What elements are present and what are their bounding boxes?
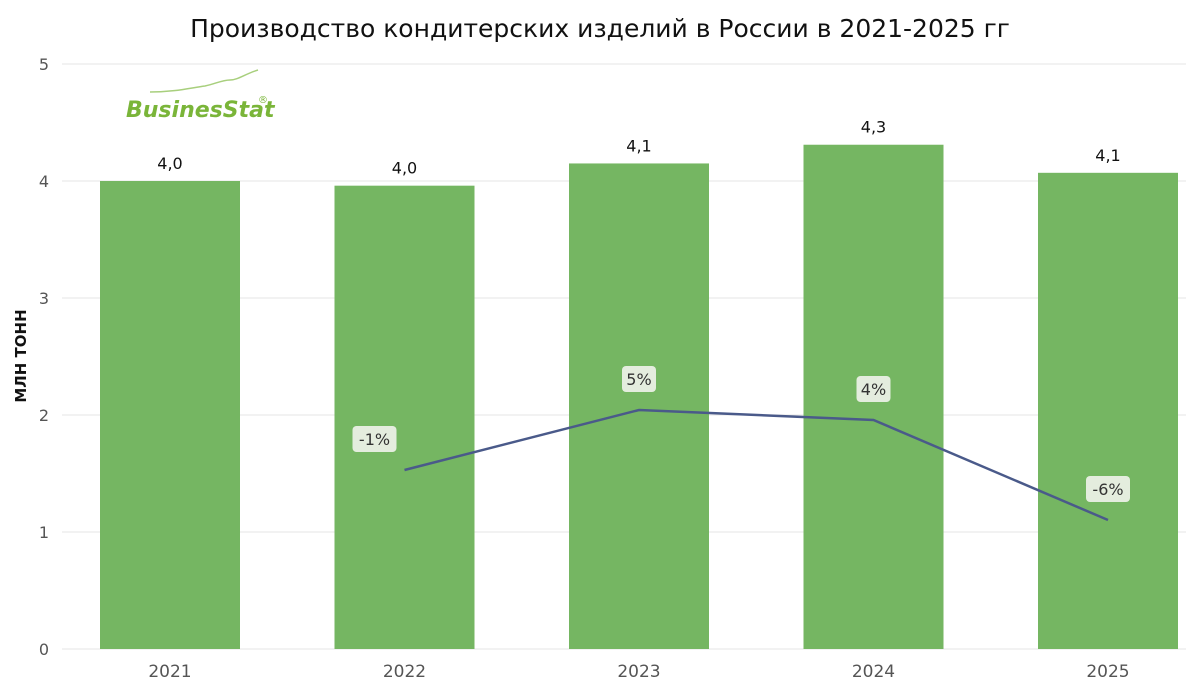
y-tick-label: 4: [39, 172, 49, 191]
x-tick-label: 2021: [148, 662, 191, 682]
y-tick-label: 3: [39, 289, 49, 308]
x-tick-label: 2022: [383, 662, 426, 682]
bars: [100, 144, 1178, 650]
growth-series: -1% 5% 4% -6%: [352, 366, 1130, 522]
y-tick-label: 1: [39, 523, 49, 542]
growth-label: 4%: [861, 380, 886, 399]
growth-label-box: [622, 366, 656, 392]
bar-value-label: 4,3: [861, 118, 886, 137]
bar-value-label: 4,1: [1095, 146, 1120, 165]
businesstat-logo: BusinesStat ®: [126, 69, 276, 123]
logo-text: BusinesStat: [126, 98, 276, 123]
y-axis-ticks: 0 1 2 3 4 5: [39, 55, 49, 659]
bar: [569, 163, 709, 649]
bar-value-label: 4,1: [626, 136, 651, 155]
growth-label-box: [1086, 476, 1130, 502]
x-tick-label: 2024: [852, 662, 895, 682]
growth-label-box: [856, 376, 891, 402]
growth-label-box: [352, 426, 397, 452]
x-tick-label: 2025: [1086, 662, 1129, 682]
bar-value-label: 4,0: [392, 159, 417, 178]
growth-label: -1%: [359, 430, 390, 449]
bar: [334, 185, 475, 649]
bar: [1038, 172, 1178, 649]
y-tick-label: 2: [39, 406, 49, 425]
logo-registered-mark: ®: [258, 95, 268, 106]
growth-line: [404, 408, 1109, 522]
x-axis-ticks: 2021 2022 2023 2024 2025: [148, 662, 1129, 682]
growth-label: 5%: [626, 370, 651, 389]
bar: [100, 181, 240, 649]
growth-label: -6%: [1092, 480, 1123, 499]
y-tick-label: 0: [39, 640, 49, 659]
y-axis-label: МЛН ТОНН: [12, 309, 30, 402]
x-tick-label: 2023: [617, 662, 660, 682]
bar-value-label: 4,0: [157, 154, 182, 173]
chart-title: Производство кондитерских изделий в Росс…: [190, 14, 1010, 43]
y-tick-label: 5: [39, 55, 49, 74]
bar-value-labels: 4,0 4,0 4,1 4,3 4,1: [157, 118, 1120, 178]
logo-swoosh: [149, 69, 259, 93]
